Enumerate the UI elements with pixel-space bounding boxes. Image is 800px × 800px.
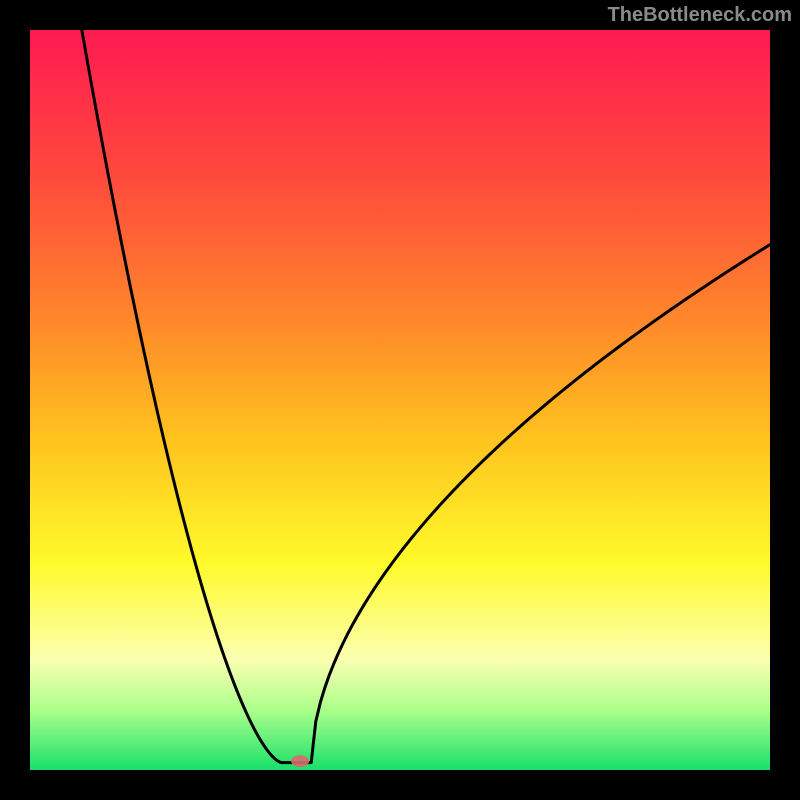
bottleneck-chart (0, 0, 800, 800)
chart-container: TheBottleneck.com (0, 0, 800, 800)
plot-background (30, 30, 770, 770)
valley-marker (291, 755, 309, 767)
